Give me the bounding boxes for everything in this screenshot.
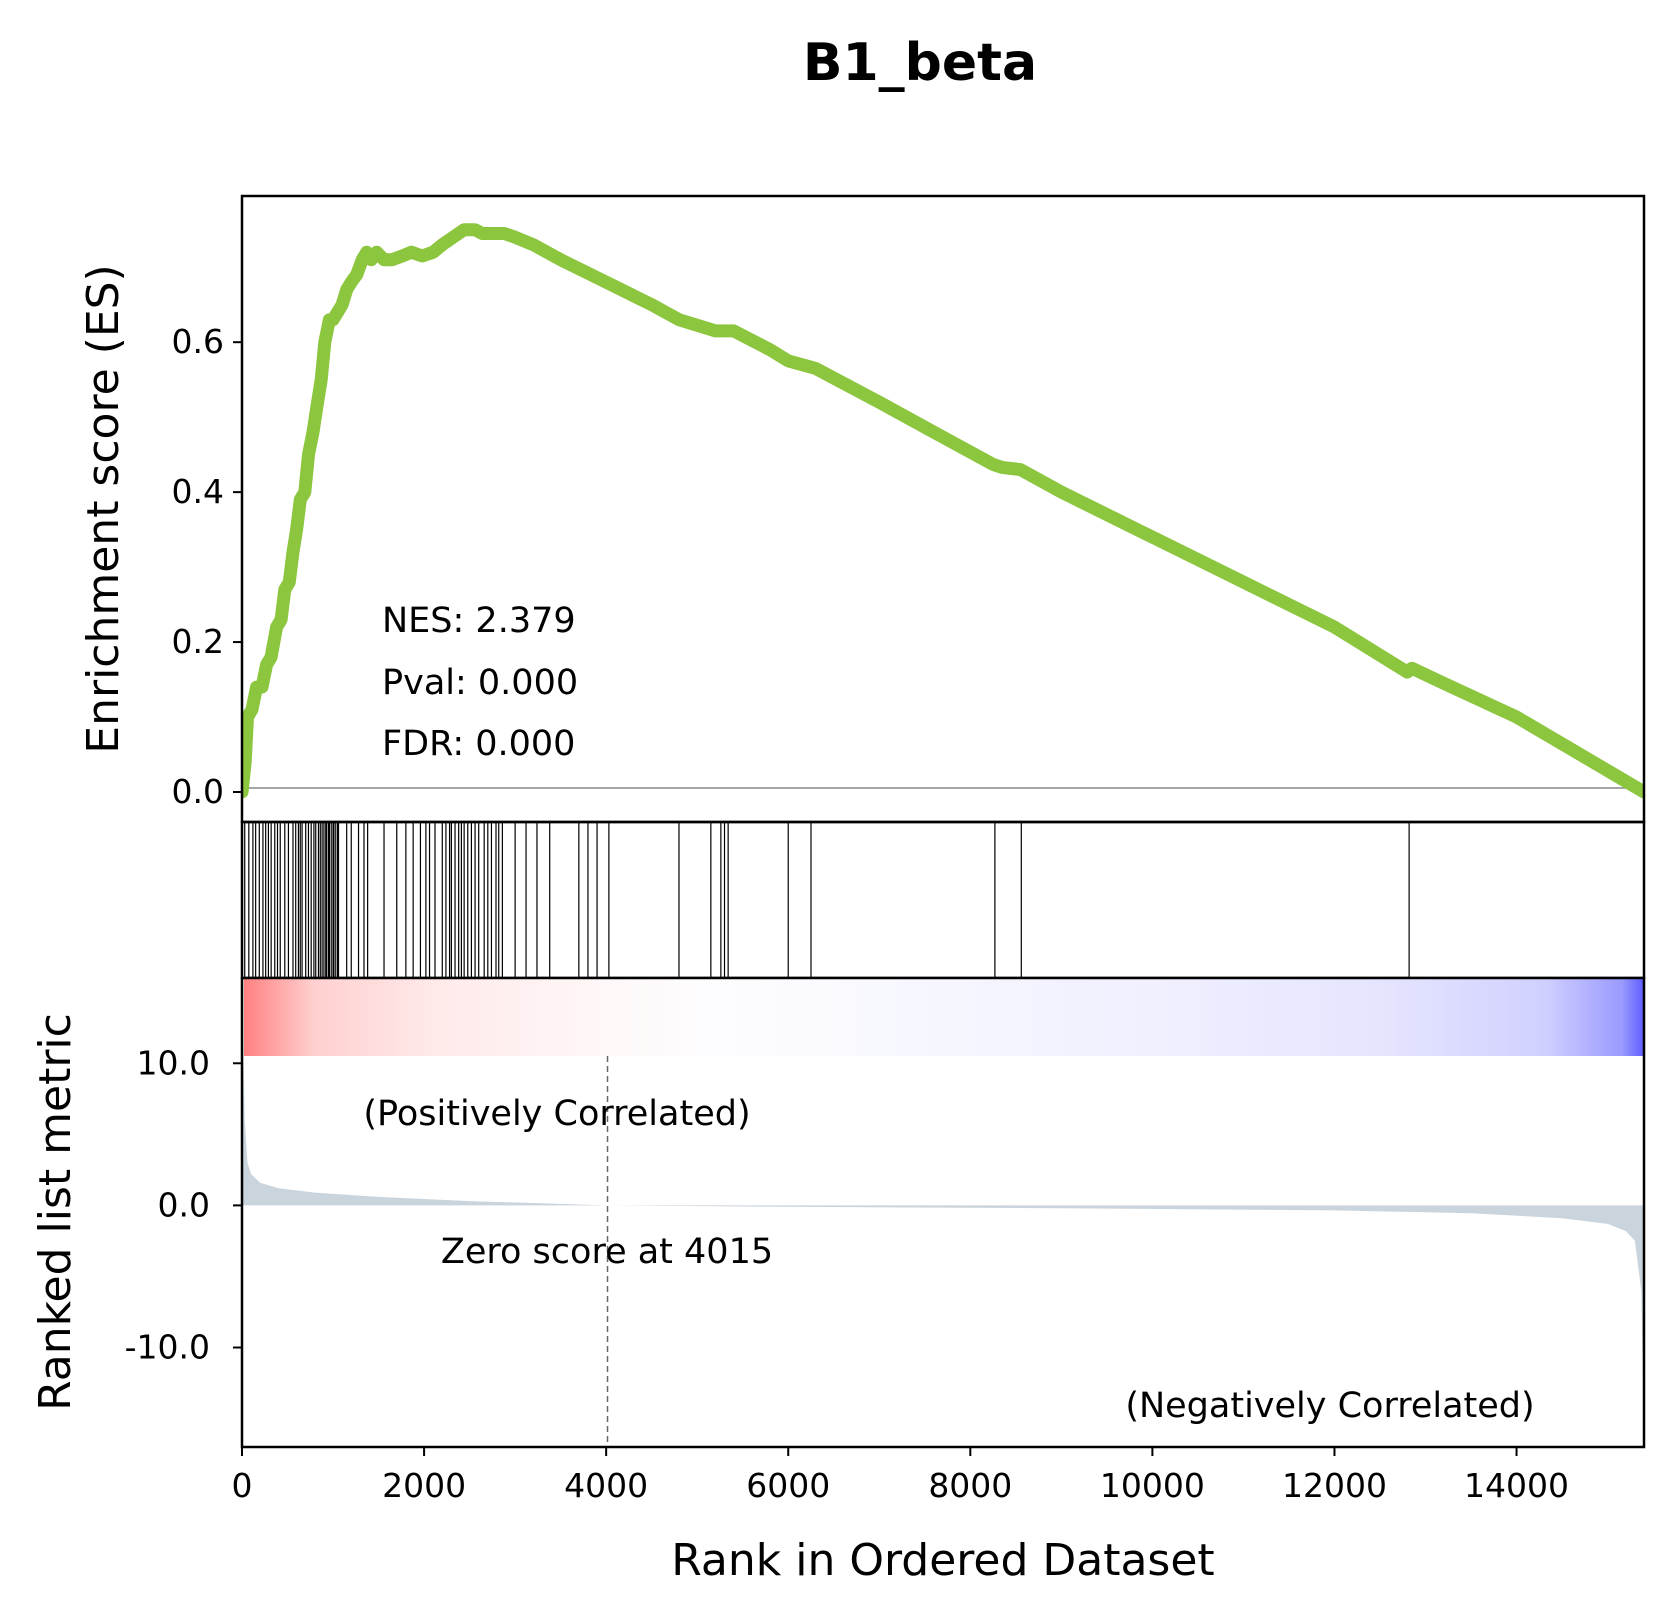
x-axis-ticks: 0 2000 4000 6000 8000 10000 12000 14000	[232, 1447, 1569, 1505]
zero-score-label: Zero score at 4015	[441, 1232, 773, 1272]
rank-color-bar	[244, 978, 1643, 1056]
fdr-stat: FDR: 0.000	[382, 724, 575, 764]
metric-y-tick-label: 0.0	[158, 1185, 210, 1224]
x-tick-label: 4000	[564, 1466, 648, 1505]
x-tick-label: 14000	[1464, 1466, 1569, 1505]
metric-panel: 10.0 0.0 -10.0 (Positively Correlated) Zer…	[30, 976, 1646, 1449]
x-tick-label: 8000	[928, 1466, 1012, 1505]
x-tick-label: 6000	[746, 1466, 830, 1505]
negative-correlated-label: (Negatively Correlated)	[1125, 1386, 1534, 1426]
positive-correlated-label: (Positively Correlated)	[363, 1094, 750, 1134]
metric-area	[242, 992, 1644, 1447]
x-tick-label: 0	[232, 1466, 253, 1505]
es-y-tick-label: 0.2	[172, 622, 224, 661]
x-axis-label: Rank in Ordered Dataset	[671, 1535, 1214, 1586]
hits-panel	[240, 820, 1646, 980]
es-line	[242, 223, 1644, 799]
metric-y-ticks: 10.0 0.0 -10.0	[125, 1043, 242, 1367]
es-y-tick-label: 0.4	[172, 472, 224, 511]
chart-title: B1_beta	[803, 33, 1037, 93]
metric-y-tick-label: -10.0	[125, 1328, 210, 1367]
hit-lines	[244, 822, 1410, 978]
es-y-ticks: 0.0 0.2 0.4 0.6	[172, 322, 242, 811]
x-tick-label: 12000	[1282, 1466, 1387, 1505]
metric-y-tick-label: 10.0	[137, 1043, 210, 1082]
metric-y-axis-label: Ranked list metric	[30, 1013, 81, 1411]
es-y-axis-label: Enrichment score (ES)	[78, 264, 129, 753]
nes-stat: NES: 2.379	[382, 601, 576, 641]
es-y-tick-label: 0.0	[172, 772, 224, 811]
metric-panel-frame	[240, 976, 1646, 1449]
pval-stat: Pval: 0.000	[382, 663, 578, 703]
es-y-tick-label: 0.6	[172, 322, 224, 361]
x-tick-label: 2000	[382, 1466, 466, 1505]
x-tick-label: 10000	[1100, 1466, 1205, 1505]
hits-panel-frame	[240, 820, 1646, 980]
es-panel: 0.0 0.2 0.4 0.6 NES: 2.379 Pval: 0.000 FDR:…	[78, 194, 1646, 824]
